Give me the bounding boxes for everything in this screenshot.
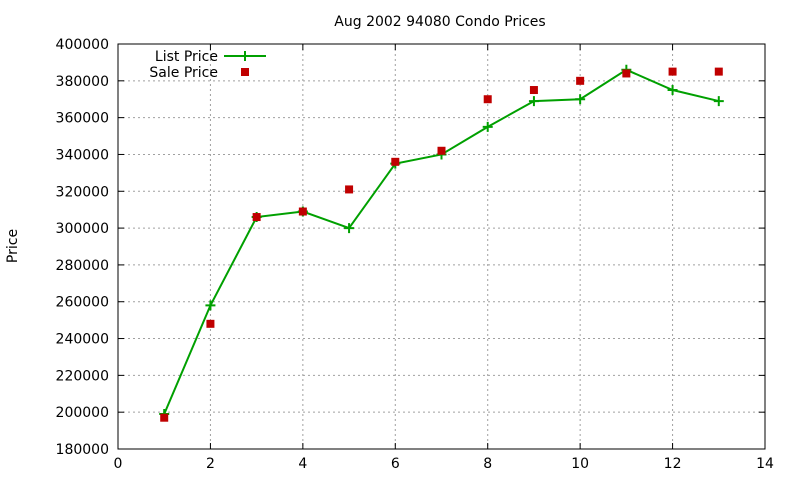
list-price-point <box>528 96 539 107</box>
sale-price-point <box>483 95 492 104</box>
list-price-point <box>205 300 216 311</box>
y-tick-label: 300000 <box>56 221 109 237</box>
sale-price-point <box>668 67 677 76</box>
y-tick-label: 340000 <box>56 147 109 163</box>
x-tick-label: 10 <box>571 456 589 472</box>
y-tick-label: 280000 <box>56 258 109 274</box>
x-tick-label: 2 <box>206 456 215 472</box>
sale-price-point <box>160 413 169 422</box>
x-tick-label: 4 <box>298 456 307 472</box>
y-tick-label: 360000 <box>56 111 109 127</box>
list-price-line <box>163 68 720 415</box>
list-price-point <box>344 223 355 234</box>
sale-price-point <box>252 213 261 222</box>
axis-ticks: 0 2 4 6 8 10 12 14 180000 200000 220000 240000 26000… <box>56 37 774 472</box>
y-tick-label: 220000 <box>56 368 109 384</box>
y-tick-label: 180000 <box>56 442 109 458</box>
chart-title: Aug 2002 94080 Condo Prices <box>334 14 545 30</box>
x-tick-label: 14 <box>756 456 774 472</box>
y-tick-label: 240000 <box>56 332 109 348</box>
sale-price-point <box>576 76 585 85</box>
list-price-point <box>667 85 678 96</box>
plot-frame <box>117 43 766 450</box>
sale-price-point <box>206 319 215 328</box>
y-tick-label: 200000 <box>56 405 109 421</box>
y-tick-label: 400000 <box>56 37 109 53</box>
sale-price-point <box>437 146 446 155</box>
legend-label: List Price <box>155 49 218 65</box>
legend-plus-marker <box>240 51 250 61</box>
legend-label: Sale Price <box>149 65 218 81</box>
sale-price-point <box>298 207 307 216</box>
sale-price-point <box>529 86 538 95</box>
list-price-point <box>575 94 586 105</box>
x-tick-label: 8 <box>483 456 492 472</box>
series-sale-price <box>160 67 723 422</box>
y-tick-label: 260000 <box>56 295 109 311</box>
x-tick-label: 0 <box>114 456 123 472</box>
list-price-point <box>713 96 724 107</box>
x-tick-label: 6 <box>391 456 400 472</box>
legend-square-marker <box>241 68 249 76</box>
sale-price-point <box>391 157 400 166</box>
list-price-point <box>482 121 493 132</box>
sale-price-point <box>345 185 354 194</box>
sale-price-point <box>714 67 723 76</box>
sale-price-point <box>622 69 631 78</box>
x-tick-label: 12 <box>664 456 682 472</box>
y-tick-label: 320000 <box>56 184 109 200</box>
y-tick-label: 380000 <box>56 74 109 90</box>
y-axis-label: Price <box>5 229 21 263</box>
grid <box>118 44 765 449</box>
series <box>159 64 724 422</box>
